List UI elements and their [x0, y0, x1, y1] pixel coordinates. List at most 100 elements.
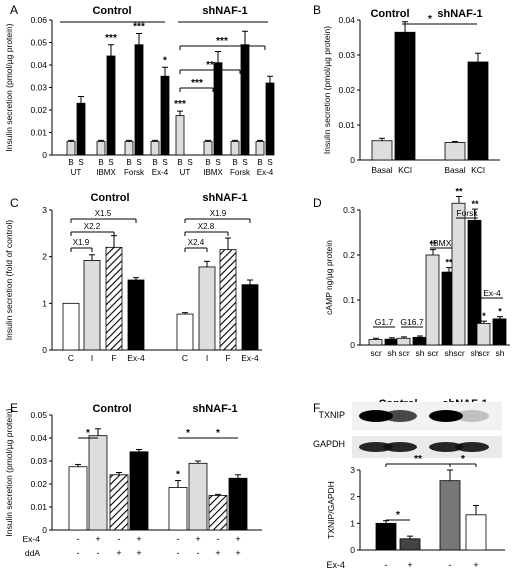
x-tick-label: scr: [453, 348, 465, 358]
sig-star: *: [396, 510, 400, 521]
tick-label-S: S: [187, 158, 192, 167]
y-tick-label: 0.01: [338, 120, 355, 130]
group-label: IBMX: [431, 238, 452, 248]
fold-label: X1.9: [210, 209, 227, 218]
x-tick-label: sh: [496, 348, 505, 358]
panel-letter-C: C: [10, 196, 19, 210]
y-axis-label: cAMP ng/µg protein: [324, 240, 334, 315]
significance-stars: ***: [105, 33, 117, 44]
tick-label-S: S: [267, 158, 272, 167]
panel-letter-E: E: [10, 401, 18, 415]
significance-stars: ***: [133, 22, 145, 33]
bar: [368, 339, 383, 346]
panel-letter-F: F: [313, 401, 320, 415]
tick-label-B: B: [257, 158, 262, 167]
row-dda-sign: +: [116, 548, 121, 558]
fold-label: X2.4: [188, 238, 205, 247]
x-tick-label: UT: [71, 168, 82, 177]
gapdh-band: [383, 442, 417, 452]
tick-label-S: S: [136, 158, 141, 167]
y-tick-label: 0: [42, 345, 47, 355]
bar-basal: [124, 141, 134, 156]
bar: [109, 474, 129, 531]
bar-basal: [175, 115, 185, 156]
row-ex4-sign: -: [118, 534, 121, 544]
sig-star: *: [216, 428, 220, 439]
sig-bracket-label: ***: [216, 36, 228, 47]
row-label-ex4: Ex-4: [23, 534, 41, 544]
sig-bracket-label: ***: [191, 78, 203, 89]
bar-basal: [96, 141, 106, 156]
y-tick-label: 3: [350, 465, 355, 475]
tick-label-B: B: [205, 158, 210, 167]
group-label: G1.7: [375, 317, 394, 327]
tick-label-S: S: [242, 158, 247, 167]
fold-label: X1.5: [95, 209, 112, 218]
row-ex4-sign: +: [235, 534, 240, 544]
blot-label-txnip: TXNIP: [318, 410, 345, 420]
bar: [62, 302, 80, 351]
bar-stim: [213, 62, 223, 156]
bar: [394, 31, 416, 161]
x-tick-label: scr: [478, 348, 490, 358]
x-tick-label: I: [206, 353, 208, 363]
significance-stars: ***: [174, 99, 186, 110]
bar: [412, 336, 427, 346]
bar: [444, 142, 466, 161]
bar: [105, 246, 123, 351]
row-dda-sign: +: [235, 548, 240, 558]
row-dda-sign: -: [197, 548, 200, 558]
x-tick-label: sh: [416, 348, 425, 358]
bar-stim: [265, 82, 275, 156]
x-tick-label: C: [182, 353, 188, 363]
tick-label-S: S: [108, 158, 113, 167]
y-tick-label: 0.03: [338, 50, 355, 60]
group-label: G16.7: [400, 317, 423, 327]
gapdh-band: [429, 442, 463, 452]
y-tick-label: 0: [350, 155, 355, 165]
x-tick-label: IBMX: [203, 168, 223, 177]
y-axis-label: Insulin secretion (pmol/µg protein): [4, 23, 14, 151]
row-ex4-sign: +: [95, 534, 100, 544]
y-tick-label: 0.02: [30, 479, 47, 489]
x-tick-label: F: [225, 353, 230, 363]
y-tick-label: 2: [42, 252, 47, 262]
y-axis-label: TXNIP/GAPDH: [326, 481, 336, 539]
bar: [208, 495, 228, 531]
row-ex4-sign: -: [385, 560, 388, 570]
y-tick-label: 0: [42, 525, 47, 535]
panel-letter-D: D: [313, 196, 322, 210]
row-label-ex4: Ex-4: [326, 560, 345, 570]
y-tick-label: 1: [42, 298, 47, 308]
x-tick-label: Basal: [371, 165, 392, 175]
significance-stars: **: [429, 240, 437, 250]
bar: [451, 202, 466, 346]
y-tick-label: 0.05: [30, 410, 47, 420]
y-tick-label: 2: [350, 492, 355, 502]
bar-basal: [66, 141, 76, 156]
y-tick-label: 0.04: [30, 60, 47, 70]
bar: [241, 284, 259, 351]
bar-basal: [255, 141, 265, 156]
row-dda-sign: -: [97, 548, 100, 558]
tick-label-S: S: [78, 158, 83, 167]
bar-basal: [150, 141, 160, 156]
bar: [384, 338, 399, 346]
y-axis-label: Insulin secretion (fold of control): [4, 220, 14, 341]
group-title-shnaf1: shNAF-1: [202, 192, 247, 204]
x-tick-label: Ex-4: [152, 168, 169, 177]
group-title-control: Control: [92, 403, 131, 415]
group-label: Forsk: [456, 208, 478, 218]
group-title-control: Control: [90, 192, 129, 204]
gapdh-band: [359, 442, 393, 452]
tick-label-B: B: [126, 158, 131, 167]
y-tick-label: 0.01: [30, 502, 47, 512]
x-tick-label: scr: [398, 348, 410, 358]
y-tick-label: 0.02: [30, 105, 47, 115]
significance-stars: *: [163, 55, 167, 66]
bar-basal: [203, 141, 213, 156]
tick-label-S: S: [162, 158, 167, 167]
x-tick-label: Forsk: [230, 168, 251, 177]
bar-stim: [106, 55, 116, 156]
x-tick-label: Forsk: [124, 168, 145, 177]
